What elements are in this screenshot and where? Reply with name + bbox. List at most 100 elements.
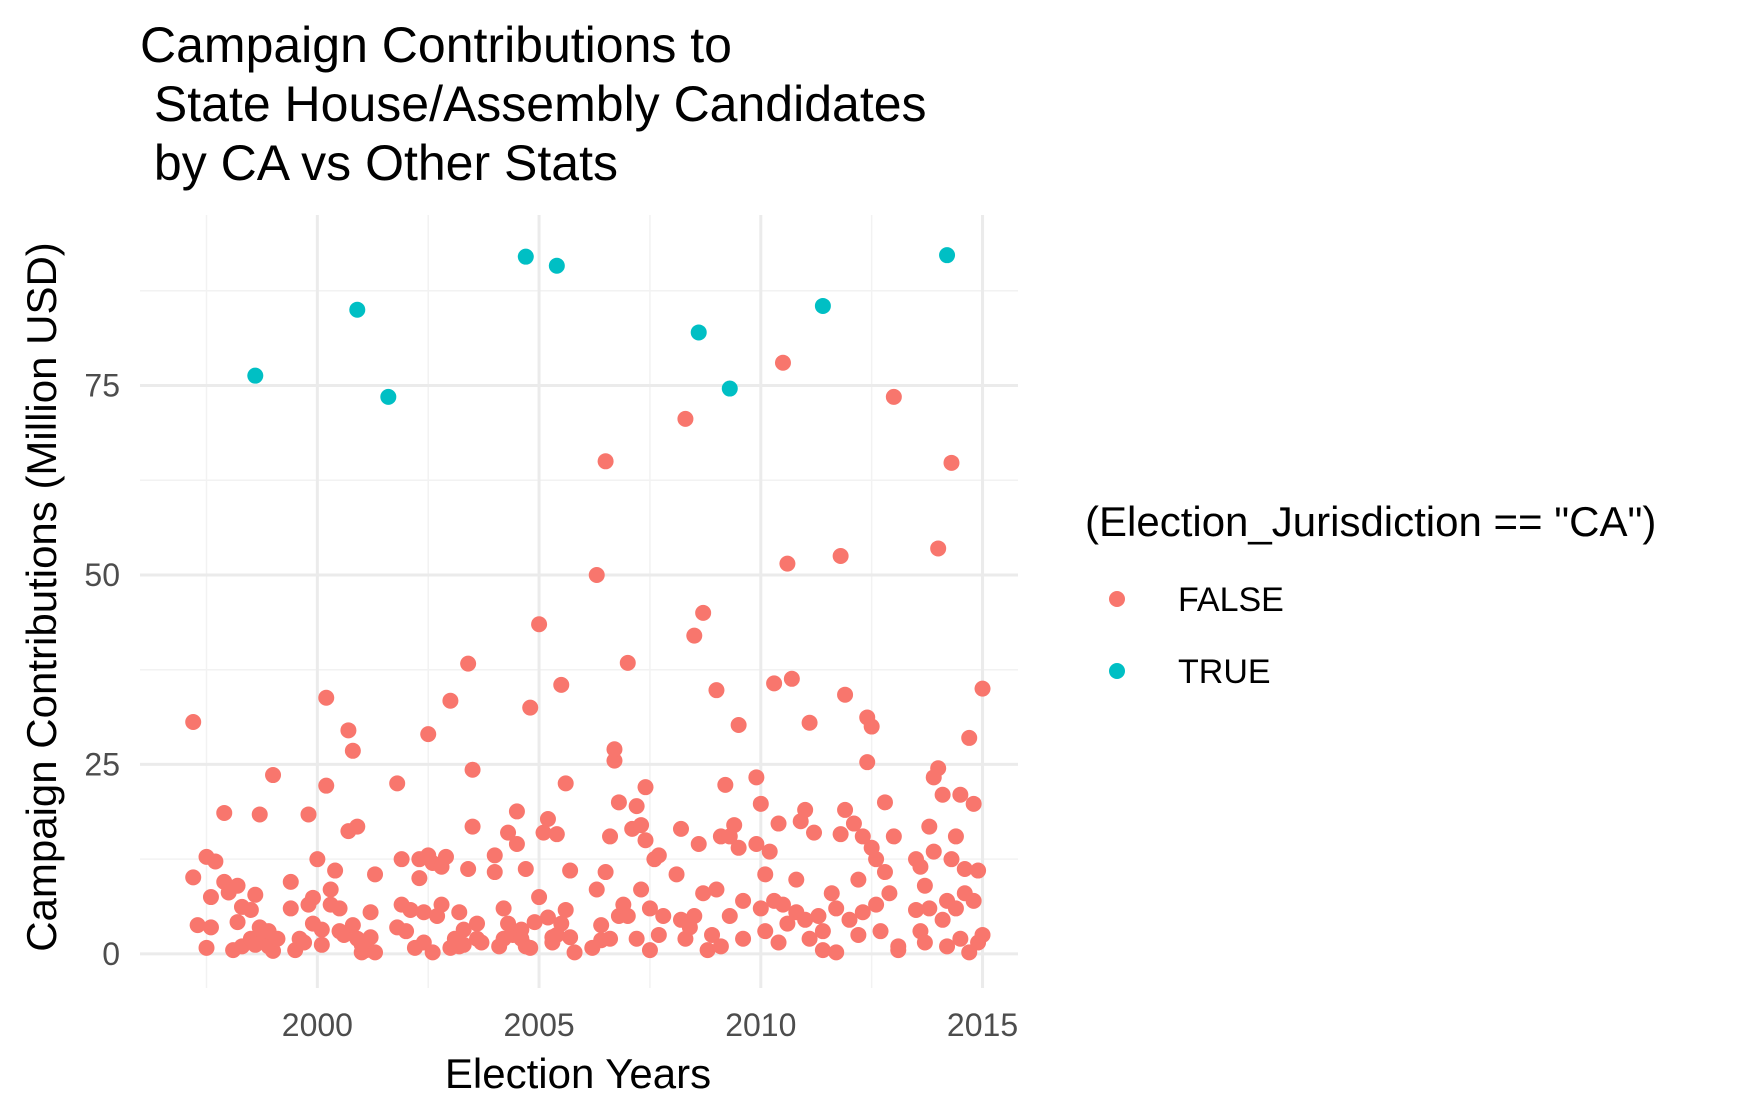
point-false	[553, 676, 570, 693]
point-false	[930, 760, 947, 777]
point-false	[304, 889, 321, 906]
point-false	[597, 864, 614, 881]
point-false	[367, 866, 384, 883]
point-true	[690, 324, 707, 341]
point-false	[832, 548, 849, 565]
point-false	[850, 871, 867, 888]
point-false	[566, 944, 583, 961]
point-false	[469, 915, 486, 932]
point-false	[362, 904, 379, 921]
point-false	[783, 670, 800, 687]
point-false	[637, 832, 654, 849]
point-false	[868, 851, 885, 868]
point-false	[854, 904, 871, 921]
point-false	[881, 885, 898, 902]
point-false	[752, 900, 769, 917]
point-false	[486, 864, 503, 881]
point-false	[686, 908, 703, 925]
point-false	[327, 862, 344, 879]
chart-title-line-1: Campaign Contributions to	[140, 17, 732, 73]
point-false	[619, 908, 636, 925]
legend-label-true: TRUE	[1178, 653, 1271, 691]
legend-key-false	[1109, 591, 1125, 607]
point-true	[247, 367, 264, 384]
point-false	[814, 923, 831, 940]
point-false	[961, 729, 978, 746]
point-false	[460, 655, 477, 672]
point-false	[539, 909, 556, 926]
point-false	[628, 930, 645, 947]
point-false	[956, 861, 973, 878]
point-false	[735, 930, 752, 947]
point-false	[522, 939, 539, 956]
point-false	[557, 775, 574, 792]
point-false	[207, 853, 224, 870]
point-false	[486, 847, 503, 864]
point-false	[908, 901, 925, 918]
y-axis-title: Campaign Contributions (Million USD)	[18, 242, 65, 952]
point-false	[344, 742, 361, 759]
point-false	[437, 848, 454, 865]
point-false	[699, 942, 716, 959]
point-false	[947, 828, 964, 845]
point-false	[757, 923, 774, 940]
point-false	[828, 900, 845, 917]
point-false	[189, 917, 206, 934]
point-true	[380, 388, 397, 405]
point-false	[695, 604, 712, 621]
point-false	[202, 919, 219, 936]
point-false	[265, 942, 282, 959]
point-false	[198, 939, 215, 956]
point-false	[539, 811, 556, 828]
point-false	[322, 881, 339, 898]
point-false	[885, 828, 902, 845]
point-false	[242, 901, 259, 918]
data-points	[185, 247, 991, 961]
point-false	[548, 826, 565, 843]
x-tick-label: 2010	[725, 1007, 796, 1043]
point-false	[921, 900, 938, 917]
point-false	[606, 741, 623, 758]
point-false	[868, 896, 885, 913]
point-false	[313, 921, 330, 938]
point-false	[185, 869, 202, 886]
point-false	[628, 798, 645, 815]
point-false	[686, 627, 703, 644]
point-false	[610, 794, 627, 811]
point-false	[726, 817, 743, 834]
point-false	[939, 938, 956, 955]
point-false	[943, 851, 960, 868]
point-false	[500, 824, 517, 841]
y-tick-label: 50	[84, 557, 120, 593]
point-false	[495, 900, 512, 917]
point-false	[735, 892, 752, 909]
point-false	[876, 794, 893, 811]
point-false	[841, 911, 858, 928]
point-false	[433, 896, 450, 913]
point-false	[925, 843, 942, 860]
point-false	[797, 911, 814, 928]
point-true	[721, 380, 738, 397]
point-false	[779, 915, 796, 932]
point-false	[633, 817, 650, 834]
grid-minor	[140, 215, 1018, 988]
point-false	[420, 726, 437, 743]
point-false	[202, 889, 219, 906]
point-false	[344, 917, 361, 934]
x-tick-label: 2000	[282, 1007, 353, 1043]
point-false	[748, 769, 765, 786]
point-false	[296, 934, 313, 951]
point-false	[606, 752, 623, 769]
point-false	[650, 926, 667, 943]
x-tick-label: 2005	[503, 1007, 574, 1043]
point-false	[389, 775, 406, 792]
point-false	[229, 877, 246, 894]
point-false	[655, 908, 672, 925]
point-false	[774, 354, 791, 371]
point-false	[593, 917, 610, 934]
point-false	[402, 901, 419, 918]
point-false	[531, 889, 548, 906]
point-false	[832, 826, 849, 843]
point-false	[801, 930, 818, 947]
point-false	[508, 803, 525, 820]
